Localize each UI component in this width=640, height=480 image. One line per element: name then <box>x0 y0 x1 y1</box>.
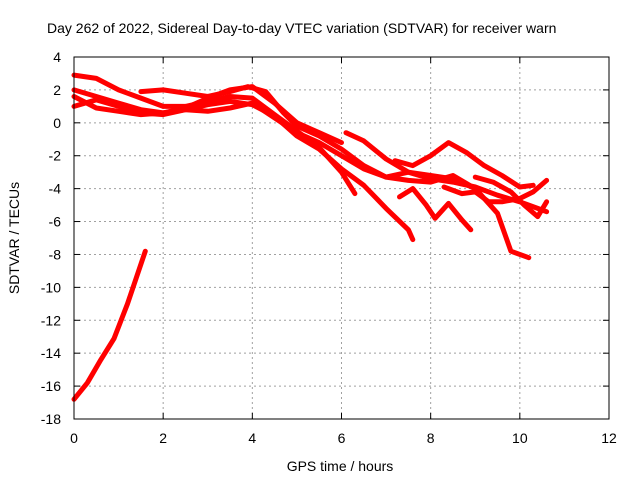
x-tick-label: 2 <box>159 430 167 446</box>
series-group <box>71 72 550 402</box>
y-tick-label: -12 <box>41 312 61 328</box>
x-tick-label: 10 <box>512 430 528 446</box>
series-line-arc-11 <box>71 248 148 402</box>
y-tick-label: 4 <box>53 49 61 65</box>
y-tick-label: -16 <box>41 378 61 394</box>
plot-frame <box>73 56 610 420</box>
x-tick-label: 8 <box>427 430 435 446</box>
y-tick-label: -8 <box>49 246 62 262</box>
y-tick-label: -18 <box>41 411 61 427</box>
series-line-arc-10 <box>472 174 550 220</box>
x-tick-label: 0 <box>70 430 78 446</box>
chart-title: Day 262 of 2022, Sidereal Day-to-day VTE… <box>47 20 556 36</box>
x-tick-label: 6 <box>338 430 346 446</box>
y-tick-label: -2 <box>49 148 62 164</box>
y-tick-label: -4 <box>49 181 62 197</box>
x-tick-label: 4 <box>248 430 256 446</box>
series-line-arc-8 <box>397 186 474 233</box>
x-axis-label: GPS time / hours <box>287 458 394 474</box>
series-line-arc-9 <box>441 177 550 205</box>
y-tick-label: -10 <box>41 279 61 295</box>
axis-ticks: 0 2 4 6 8 10 12 -18 -16 -14 -12 -10 -8 -6 -4 -2 0 2 4 <box>41 49 617 446</box>
y-tick-label: 0 <box>53 115 61 131</box>
y-tick-label: -6 <box>49 214 62 230</box>
y-axis-label: SDTVAR / TECUs <box>6 182 22 294</box>
y-tick-label: -14 <box>41 345 61 361</box>
y-tick-label: 2 <box>53 82 61 98</box>
x-tick-label: 12 <box>601 430 617 446</box>
series-line-arc-7 <box>392 140 536 190</box>
